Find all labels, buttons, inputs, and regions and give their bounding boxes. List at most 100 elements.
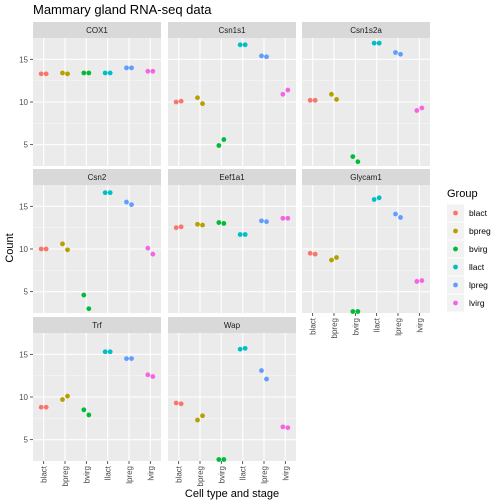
x-tick-label: bpreg (196, 466, 205, 486)
data-point-wap-llact (237, 346, 243, 352)
data-point-wap-blact (173, 400, 179, 406)
x-axes: blact bpreg bvirg llact lpreg lvirg blact bpreg… (40, 313, 424, 486)
data-point-csn2-bpreg (65, 247, 70, 253)
legend-label-lvirg: lvirg (469, 298, 485, 308)
x-tick-label: lpreg (394, 318, 403, 336)
x-tick-label: bvirg (351, 318, 360, 335)
data-point-cox1-lvirg (150, 68, 156, 74)
x-tick-label: llact (104, 465, 113, 480)
data-point-glycam1-lvirg (414, 279, 420, 284)
data-point-csn1s2a-bpreg (334, 97, 339, 102)
facet-strip (168, 317, 296, 333)
data-point-wap-lvirg (280, 424, 286, 430)
x-tick-label: blact (175, 465, 184, 483)
data-point-cox1-blact (43, 71, 49, 77)
x-tick-label: bvirg (82, 466, 91, 483)
data-point-cox1-llact (102, 70, 108, 76)
x-tick-label: bpreg (61, 466, 70, 486)
data-point-glycam1-lvirg (419, 278, 425, 283)
data-point-glycam1-llact (371, 197, 377, 202)
y-tick-label: 10 (19, 245, 28, 254)
data-point-cox1-bvirg (86, 70, 92, 76)
legend-swatch-lvirg (453, 300, 458, 306)
facet-strip (302, 169, 430, 185)
data-point-wap-bpreg (200, 413, 205, 419)
data-point-csn2-lvirg (150, 251, 156, 257)
legend-swatch-bpreg (453, 228, 458, 234)
data-point-wap-bvirg (221, 457, 227, 462)
facet-panel-glycam1: Glycam1 (302, 169, 430, 314)
y-tick-label: 10 (19, 393, 28, 402)
data-point-wap-bvirg (216, 457, 222, 462)
data-point-trf-bpreg (65, 393, 70, 399)
data-point-csn2-blact (43, 246, 49, 252)
data-point-trf-blact (38, 404, 44, 410)
facet-panels: COX1 Csn1s1 Csn1s2a Csn2 Eef1a1 Glycam1 Trf Wap (33, 22, 430, 462)
data-point-eef1a1-blact (178, 224, 184, 230)
data-point-eef1a1-lpreg (259, 218, 264, 224)
facet-strip (33, 169, 161, 185)
data-point-glycam1-lpreg (393, 211, 398, 217)
x-tick-label: llact (239, 465, 248, 480)
legend-label-bpreg: bpreg (469, 226, 491, 236)
data-point-wap-lpreg (264, 376, 269, 382)
data-point-csn1s1-lpreg (259, 53, 264, 59)
data-point-csn2-lvirg (145, 245, 151, 251)
x-tick-label: bvirg (217, 466, 226, 483)
data-point-cox1-bpreg (60, 70, 65, 76)
data-point-csn1s2a-lpreg (393, 50, 398, 55)
data-point-eef1a1-bpreg (200, 222, 205, 228)
data-point-csn1s1-llact (237, 42, 243, 48)
y-tick-label: 10 (19, 98, 28, 107)
facet-strip-label: Csn2 (88, 173, 107, 182)
legend-swatch-lpreg (453, 282, 458, 288)
data-point-eef1a1-blact (173, 225, 179, 231)
data-point-csn1s2a-blact (307, 97, 313, 103)
x-tick-label: blact (309, 317, 318, 335)
data-point-csn2-bvirg (81, 292, 87, 298)
facet-strip (168, 169, 296, 185)
facet-strip (302, 22, 430, 38)
x-tick-label: lvirg (146, 466, 155, 481)
x-tick-label: lpreg (125, 466, 134, 484)
y-tick-label: 5 (24, 436, 29, 445)
x-tick-label: lvirg (415, 318, 424, 333)
data-point-eef1a1-lvirg (285, 215, 291, 221)
data-point-csn2-lpreg (129, 202, 134, 208)
data-point-glycam1-bvirg (350, 309, 356, 314)
facet-strip (168, 22, 296, 38)
x-tick-label: bpreg (330, 318, 339, 338)
x-tick-label: blact (40, 465, 49, 483)
data-point-csn2-bpreg (60, 241, 65, 247)
data-point-eef1a1-llact (242, 232, 248, 237)
data-point-trf-bvirg (81, 407, 87, 413)
facet-strip-label: Trf (92, 321, 102, 330)
y-tick-label: 5 (24, 288, 29, 297)
facet-panel-csn2: Csn2 (33, 169, 161, 313)
data-point-csn1s1-bpreg (195, 95, 200, 101)
facet-strip-label: Csn1s2a (350, 26, 382, 35)
facet-panel-trf: Trf (33, 317, 161, 461)
data-point-csn1s2a-lvirg (419, 105, 425, 111)
data-point-glycam1-bpreg (334, 255, 339, 260)
legend-swatch-llact (453, 264, 458, 270)
chart-title: Mammary gland RNA-seq data (33, 2, 212, 17)
data-point-glycam1-llact (376, 195, 382, 201)
legend-title: Group (447, 188, 478, 200)
y-tick-label: 15 (19, 350, 28, 359)
data-point-csn1s1-lvirg (285, 87, 291, 93)
data-point-glycam1-bvirg (355, 309, 361, 314)
legend-swatch-blact (453, 210, 458, 216)
data-point-csn1s1-bvirg (216, 143, 222, 148)
y-tick-label: 5 (24, 141, 29, 150)
facet-strip (33, 22, 161, 38)
data-point-cox1-lpreg (129, 65, 134, 71)
data-point-eef1a1-bvirg (216, 220, 222, 225)
facet-strip-label: Csn1s1 (218, 26, 246, 35)
data-point-trf-bvirg (86, 412, 92, 418)
data-point-trf-lpreg (129, 356, 134, 361)
data-point-trf-lvirg (145, 372, 151, 378)
data-point-wap-lvirg (285, 425, 291, 431)
x-axis-title: Cell type and stage (185, 488, 279, 500)
data-point-wap-lpreg (259, 368, 264, 373)
